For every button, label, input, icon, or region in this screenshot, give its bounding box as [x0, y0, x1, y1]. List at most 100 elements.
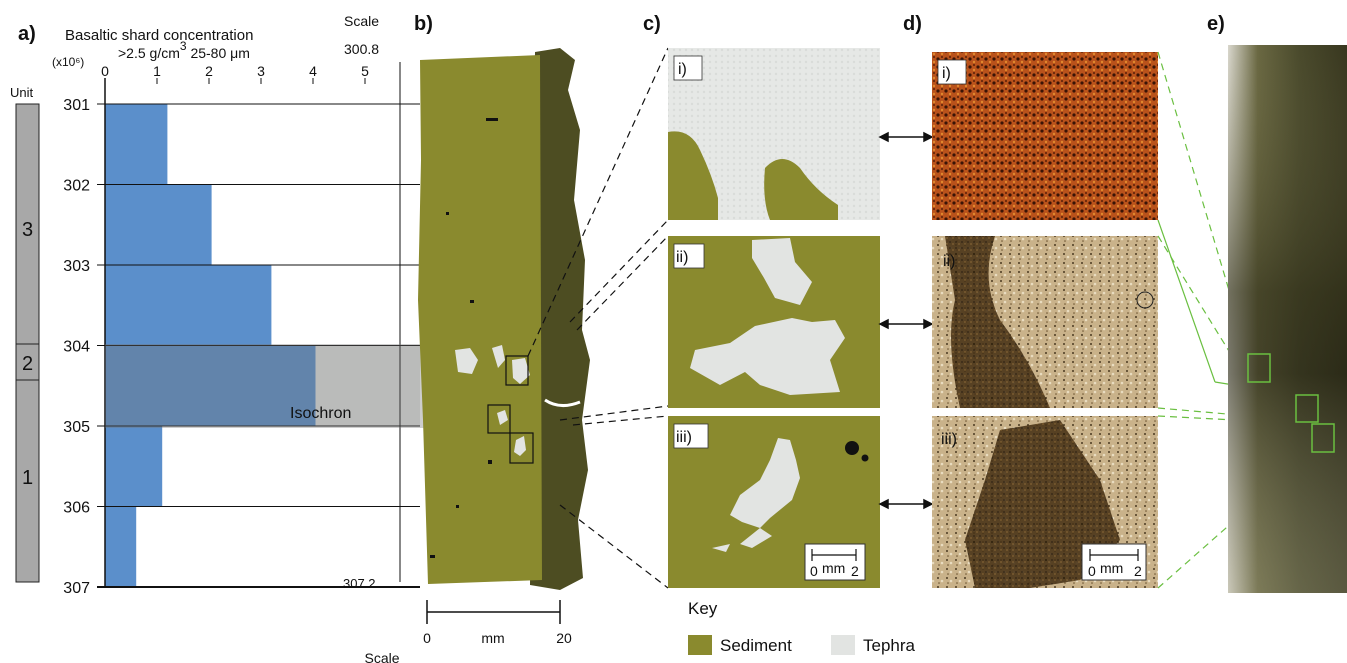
c-iii-tephra [712, 544, 730, 552]
c-i-label: i) [678, 61, 687, 78]
core-tephra [514, 436, 526, 456]
c-iii-label: iii) [676, 429, 692, 446]
svg-text:0: 0 [810, 563, 818, 579]
panel-d-images [932, 52, 1158, 588]
isochron-tephra-fill [315, 345, 420, 426]
d-iii-dark-region [965, 420, 1120, 588]
y-tick-label: 305 [63, 419, 90, 436]
c-iii-dark-particle [845, 441, 859, 455]
d-scalebar: 0 mm 2 [1081, 543, 1147, 581]
c-iii-tephra [740, 528, 772, 548]
c-scalebar: 0 mm 2 [804, 543, 866, 581]
y-tick-label: 302 [63, 178, 90, 195]
unit-3-label: 3 [22, 219, 33, 241]
c-ii-tephra [690, 318, 845, 395]
svg-text:mm: mm [1100, 560, 1123, 576]
core-photo-shading [1228, 45, 1347, 593]
zoom-connectors-c [527, 47, 669, 589]
unit-1-label: 1 [22, 467, 33, 489]
svg-text:2: 2 [851, 563, 859, 579]
unit-2-label: 2 [22, 353, 33, 375]
x-tick-label: 2 [205, 63, 213, 79]
c-i-sediment [668, 131, 718, 220]
e-zoom-box-ii [1295, 394, 1319, 423]
y-tick-label: 303 [63, 258, 90, 275]
core-photo [1228, 45, 1347, 593]
panel-label-c: c) [643, 13, 661, 35]
bar-302-303 [105, 184, 212, 265]
c-ii-label: ii) [676, 249, 688, 266]
unit-column-label: Unit [10, 85, 34, 100]
unit-column: 3 2 1 [15, 103, 40, 583]
core-tephra [492, 345, 505, 368]
core-fleck [470, 300, 474, 303]
zoom-box-i [505, 355, 529, 386]
density-subtitle: >2.5 g/cm3 25-80 μm [118, 39, 250, 61]
d-i-image [932, 52, 1158, 220]
x-axis-ticks: 0 1 2 3 4 5 [101, 63, 369, 84]
core-tephra [497, 410, 508, 425]
mm-scale-unit: mm [481, 630, 504, 646]
panel-c-images [668, 48, 880, 588]
y-tick-label: 307 [63, 580, 90, 597]
core-tephra [455, 348, 478, 374]
mm-scale-zero: 0 [423, 630, 431, 646]
core-fleck [446, 212, 449, 215]
svg-text:mm: mm [822, 560, 845, 576]
key-tephra-label: Tephra [863, 636, 916, 655]
core-sediment [418, 55, 542, 584]
core-fleck [488, 460, 492, 464]
core-tephra [512, 358, 530, 384]
y-tick-label: 304 [63, 339, 90, 356]
panel-label-d: d) [903, 13, 922, 35]
key-tephra-swatch [831, 635, 855, 655]
chart-title: Basaltic shard concentration [65, 27, 253, 44]
scale-top-label: Scale [344, 13, 379, 29]
c-iii-tephra [730, 438, 800, 528]
c-ii-tephra [752, 238, 812, 305]
mm-scale-twenty: 20 [556, 630, 572, 646]
x-tick-label: 1 [153, 63, 161, 79]
core-crack [544, 398, 581, 407]
e-zoom-box-i [1247, 353, 1271, 383]
x-tick-label: 4 [309, 63, 317, 79]
x-unit-label: (x10⁶) [52, 55, 84, 69]
x-tick-label: 0 [101, 63, 109, 79]
panel-label-b: b) [414, 13, 433, 35]
key-title: Key [688, 599, 718, 618]
scale-top-value: 300.8 [344, 41, 379, 57]
d-i-label: i) [942, 65, 951, 82]
key-sediment-label: Sediment [720, 636, 792, 655]
unit-1-block [15, 379, 40, 583]
y-tick-label: 301 [63, 97, 90, 114]
bar-304-305 [105, 345, 316, 426]
y-tick-label: 306 [63, 500, 90, 517]
isochron-label: Isochron [290, 405, 351, 422]
chart-bars [105, 104, 420, 587]
panel-label-a: a) [18, 23, 36, 45]
d-ii-vesicle [1136, 291, 1154, 309]
zoom-box-iii [509, 432, 534, 464]
core-fleck [430, 555, 435, 558]
c-iii-dark-particle [861, 454, 869, 462]
zoom-box-ii [487, 404, 511, 434]
d-ii-label: ii) [943, 253, 955, 270]
mm-scale: 0 20 mm Scale [364, 600, 572, 663]
d-iii-label: iii) [941, 431, 957, 448]
x-tick-label: 3 [257, 63, 265, 79]
bar-303-304 [105, 265, 272, 346]
core-fleck [486, 118, 498, 121]
c-i-sediment [764, 159, 838, 220]
mm-scale-label: Scale [364, 650, 399, 663]
bar-306-307 [105, 506, 137, 587]
bar-301-302 [105, 104, 168, 185]
svg-text:2: 2 [1134, 563, 1142, 579]
d-ii-dark-region [945, 236, 1050, 408]
core-rind [530, 48, 590, 590]
panel-label-e: e) [1207, 13, 1225, 35]
bar-305-306 [105, 426, 163, 507]
scale-bottom-value: 307.2 [343, 576, 376, 591]
key-sediment-swatch [688, 635, 712, 655]
